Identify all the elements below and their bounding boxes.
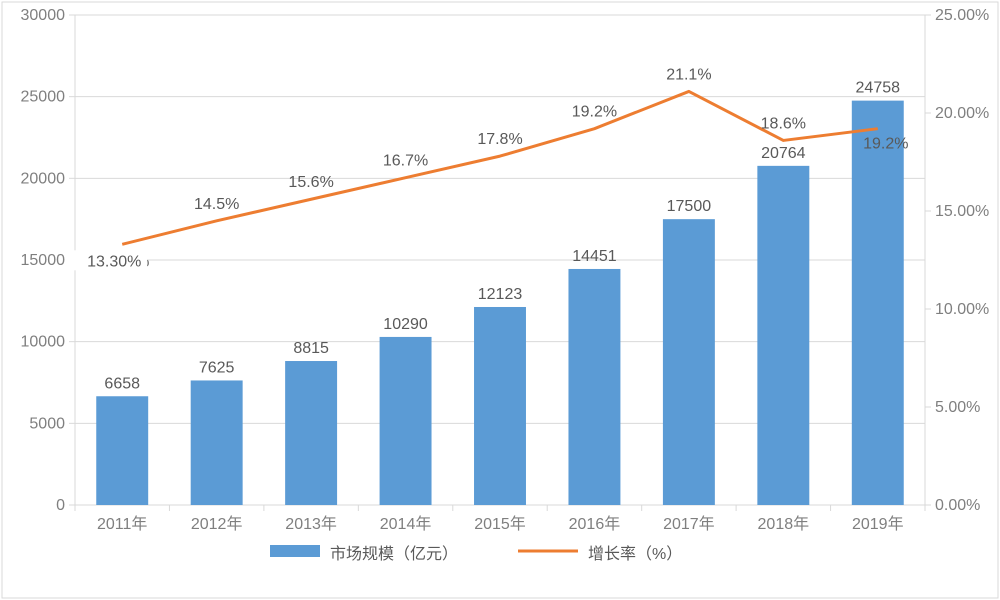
bar [96,396,148,505]
svg-text:24758: 24758 [856,80,901,97]
svg-text:8815: 8815 [293,340,329,357]
svg-text:20.00%: 20.00% [935,105,989,122]
svg-text:2011年: 2011年 [97,515,147,533]
svg-text:25000: 25000 [21,89,66,106]
svg-text:10290: 10290 [383,316,428,333]
svg-text:18.6%: 18.6% [761,115,806,132]
svg-text:2018年: 2018年 [758,515,810,533]
legend-label-bar: 市场规模（亿元） [330,545,458,563]
bar [380,337,432,505]
svg-text:12123: 12123 [478,286,523,303]
svg-text:10.00%: 10.00% [935,301,989,318]
svg-text:2017年: 2017年 [663,515,715,533]
svg-text:19.2%: 19.2% [572,104,617,121]
bar [663,219,715,505]
svg-text:5.00%: 5.00% [935,399,980,416]
chart-svg: 0 5000 10000 15000 20000 25000 30000 0.00% 5.00%… [0,0,1000,600]
svg-text:0.00%: 0.00% [935,497,980,514]
svg-text:2014年: 2014年 [380,515,432,533]
svg-text:25.00%: 25.00% [935,7,989,24]
svg-text:21.1%: 21.1% [666,66,711,83]
svg-text:20000: 20000 [21,170,66,187]
svg-text:17.8%: 17.8% [477,131,522,148]
bar [285,361,337,505]
legend-label-line: 增长率（%） [588,545,682,563]
svg-text:14451: 14451 [572,248,617,265]
legend-swatch-bar [270,545,320,557]
bar [191,380,243,505]
svg-text:0: 0 [56,497,65,514]
svg-text:2012年: 2012年 [191,515,243,533]
bar [474,307,526,505]
svg-text:10000: 10000 [21,334,66,351]
svg-text:14.5%: 14.5% [194,196,239,213]
svg-text:2019年: 2019年 [852,515,904,533]
svg-text:19.2%: 19.2% [863,136,908,153]
svg-text:2015年: 2015年 [474,515,526,533]
svg-text:15.00%: 15.00% [935,203,989,220]
svg-text:16.7%: 16.7% [383,153,428,170]
svg-text:6658: 6658 [104,375,140,392]
svg-text:5000: 5000 [29,415,65,432]
svg-text:30000: 30000 [21,7,66,24]
svg-text:7625: 7625 [199,359,235,376]
bar [852,101,904,505]
svg-text:2016年: 2016年 [569,515,621,533]
svg-text:17500: 17500 [667,198,712,215]
svg-text:2013年: 2013年 [285,515,337,533]
svg-text:13.30%: 13.30% [87,253,141,270]
svg-text:20764: 20764 [761,145,806,162]
combo-chart: 0 5000 10000 15000 20000 25000 30000 0.00% 5.00%… [0,0,1000,600]
bar [568,269,620,505]
svg-text:15000: 15000 [21,252,66,269]
svg-text:15.6%: 15.6% [288,174,333,191]
bar [757,166,809,505]
